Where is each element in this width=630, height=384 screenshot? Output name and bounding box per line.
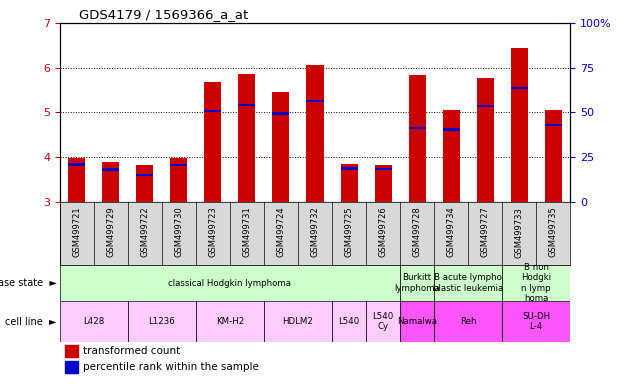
Bar: [170, 164, 188, 166]
Bar: [204, 110, 222, 112]
Bar: [306, 100, 324, 103]
Text: GSM499725: GSM499725: [345, 207, 353, 257]
Text: L540: L540: [338, 317, 360, 326]
Bar: [442, 128, 459, 131]
Text: disease state  ►: disease state ►: [0, 278, 57, 288]
Bar: [340, 167, 358, 170]
Bar: [510, 86, 528, 89]
Text: SU-DH
L-4: SU-DH L-4: [522, 312, 550, 331]
Bar: [442, 110, 459, 202]
Text: GSM499733: GSM499733: [515, 207, 524, 258]
Bar: [136, 165, 153, 202]
Text: GSM499723: GSM499723: [209, 207, 217, 257]
FancyBboxPatch shape: [60, 265, 400, 301]
Text: Namalwa: Namalwa: [397, 317, 437, 326]
FancyBboxPatch shape: [196, 301, 264, 342]
FancyBboxPatch shape: [332, 301, 366, 342]
Text: transformed count: transformed count: [83, 346, 180, 356]
Bar: [65, 361, 77, 373]
Bar: [69, 158, 86, 202]
FancyBboxPatch shape: [434, 301, 502, 342]
Bar: [69, 163, 86, 166]
Text: GDS4179 / 1569366_a_at: GDS4179 / 1569366_a_at: [79, 8, 248, 21]
Text: HDLM2: HDLM2: [282, 317, 314, 326]
Bar: [306, 65, 324, 202]
Bar: [136, 174, 153, 176]
Text: GSM499735: GSM499735: [549, 207, 558, 257]
FancyBboxPatch shape: [400, 301, 434, 342]
Bar: [476, 105, 494, 107]
Text: GSM499734: GSM499734: [447, 207, 455, 257]
Text: GSM499727: GSM499727: [481, 207, 490, 257]
Bar: [544, 124, 561, 126]
Text: Burkitt
lymphoma: Burkitt lymphoma: [394, 273, 440, 293]
Text: B acute lympho
blastic leukemia: B acute lympho blastic leukemia: [433, 273, 503, 293]
FancyBboxPatch shape: [366, 301, 400, 342]
Text: GSM499724: GSM499724: [277, 207, 285, 257]
Bar: [204, 83, 222, 202]
Text: GSM499722: GSM499722: [140, 207, 149, 257]
Text: GSM499729: GSM499729: [106, 207, 115, 257]
Text: classical Hodgkin lymphoma: classical Hodgkin lymphoma: [168, 279, 292, 288]
Text: GSM499726: GSM499726: [379, 207, 387, 257]
FancyBboxPatch shape: [264, 301, 332, 342]
Bar: [272, 113, 289, 115]
Bar: [102, 162, 119, 202]
Bar: [476, 78, 494, 202]
Text: GSM499730: GSM499730: [175, 207, 183, 257]
Bar: [238, 104, 256, 106]
Text: L540
Cy: L540 Cy: [372, 312, 394, 331]
Bar: [510, 48, 528, 202]
FancyBboxPatch shape: [502, 265, 570, 301]
Text: L428: L428: [83, 317, 105, 326]
FancyBboxPatch shape: [60, 301, 128, 342]
Text: Reh: Reh: [460, 317, 476, 326]
Text: GSM499728: GSM499728: [413, 207, 421, 257]
Bar: [238, 74, 256, 202]
Text: L1236: L1236: [149, 317, 175, 326]
Text: GSM499732: GSM499732: [311, 207, 319, 257]
Bar: [170, 158, 188, 202]
Bar: [374, 168, 391, 170]
Bar: [374, 165, 391, 202]
Bar: [544, 110, 561, 202]
FancyBboxPatch shape: [400, 265, 434, 301]
FancyBboxPatch shape: [434, 265, 502, 301]
Bar: [272, 92, 289, 202]
Text: cell line  ►: cell line ►: [5, 316, 57, 327]
Text: percentile rank within the sample: percentile rank within the sample: [83, 362, 259, 372]
Bar: [102, 168, 119, 170]
Text: GSM499731: GSM499731: [243, 207, 251, 257]
Text: KM-H2: KM-H2: [216, 317, 244, 326]
Bar: [408, 75, 425, 202]
Text: B non
Hodgki
n lymp
homa: B non Hodgki n lymp homa: [521, 263, 551, 303]
Bar: [65, 345, 77, 358]
Bar: [408, 127, 425, 129]
FancyBboxPatch shape: [502, 301, 570, 342]
Bar: [340, 164, 358, 202]
FancyBboxPatch shape: [128, 301, 196, 342]
Text: GSM499721: GSM499721: [72, 207, 81, 257]
